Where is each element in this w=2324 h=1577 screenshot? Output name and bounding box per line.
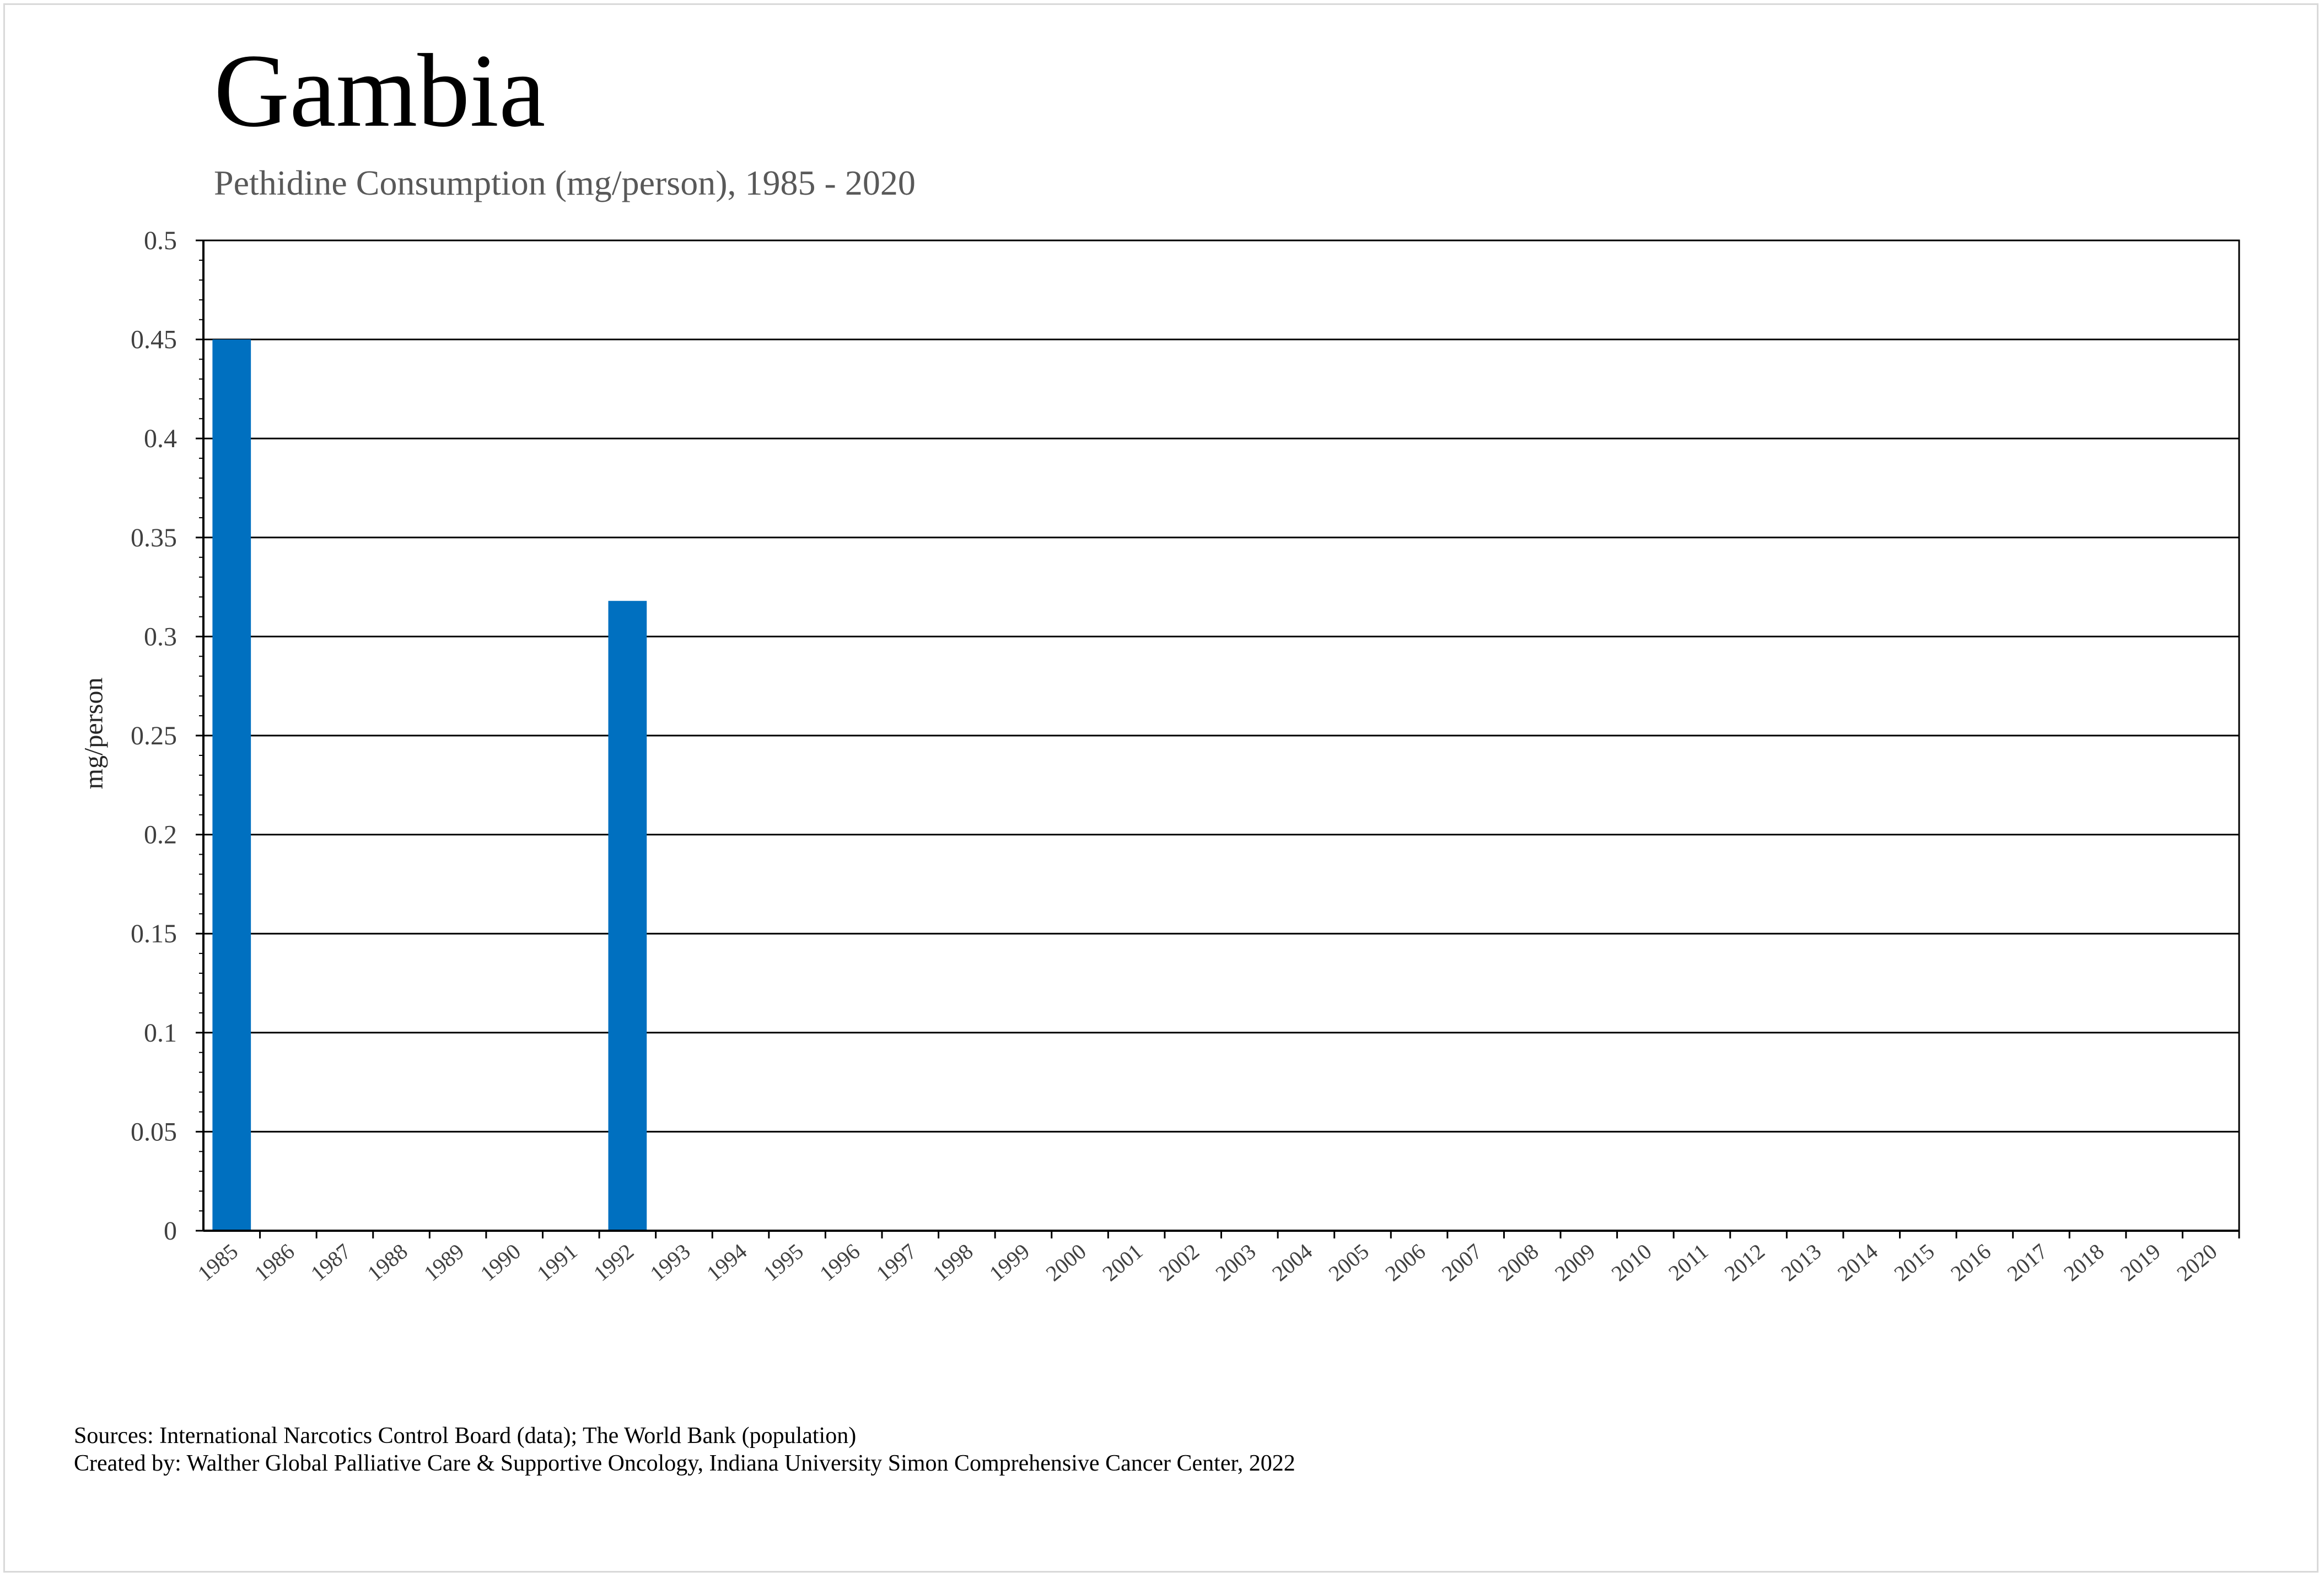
x-tick-label: 2013 [1776,1238,1826,1286]
x-tick-label: 2004 [1267,1238,1317,1286]
x-tick-label: 1999 [985,1238,1034,1286]
y-tick-label: 0.5 [144,226,177,255]
x-tick-label: 1989 [419,1238,469,1286]
footer-created-by: Created by: Walther Global Palliative Ca… [74,1451,1295,1476]
x-tick-label: 2018 [2059,1238,2108,1286]
x-tick-label: 2012 [1720,1238,1769,1286]
x-tick-label: 2002 [1154,1238,1204,1286]
x-tick-label: 2014 [1833,1238,1882,1286]
x-tick-label: 2016 [1946,1238,1995,1286]
x-tick-label: 2005 [1324,1238,1374,1286]
y-tick-label: 0.3 [144,622,177,651]
x-tick-label: 2019 [2116,1238,2165,1286]
x-tick-label: 1998 [928,1238,977,1286]
x-tick-label: 1987 [306,1238,356,1286]
x-tick-label: 2007 [1437,1238,1487,1286]
x-tick-label: 1994 [702,1238,751,1286]
y-tick-label: 0.45 [131,325,177,355]
y-tick-label: 0.35 [131,523,177,553]
x-tick-label: 2010 [1606,1238,1656,1286]
y-tick-label: 0.2 [144,820,177,850]
footer-sources: Sources: International Narcotics Control… [74,1423,857,1449]
x-tick-label: 2009 [1550,1238,1600,1286]
x-tick-label: 1992 [589,1238,638,1286]
x-tick-label: 2017 [2003,1238,2052,1286]
bar-1985 [212,339,251,1231]
x-tick-label: 1986 [249,1238,299,1286]
y-tick-label: 0 [164,1216,177,1246]
x-tick-label: 2001 [1098,1238,1147,1286]
bar-1992 [608,600,647,1231]
chart-subtitle: Pethidine Consumption (mg/person), 1985 … [214,163,916,202]
x-tick-label: 1995 [758,1238,808,1286]
chart-frame [3,3,2318,1573]
x-tick-label: 2006 [1380,1238,1430,1286]
x-tick-label: 1990 [476,1238,525,1286]
x-tick-label: 1991 [532,1238,582,1286]
y-tick-label: 0.4 [144,424,177,453]
y-tick-label: 0.05 [131,1117,177,1146]
x-tick-label: 2011 [1664,1238,1713,1285]
chart-title: Gambia [214,33,546,149]
y-tick-label: 0.1 [144,1018,177,1048]
x-tick-label: 1996 [815,1238,864,1286]
y-tick-label: 0.15 [131,919,177,948]
x-tick-label: 1997 [872,1238,921,1286]
x-tick-label: 2020 [2172,1238,2221,1286]
x-tick-label: 2000 [1041,1238,1091,1286]
x-tick-label: 2008 [1493,1238,1543,1286]
x-tick-label: 2015 [1889,1238,1939,1286]
x-tick-label: 2003 [1211,1238,1260,1286]
x-tick-label: 1985 [193,1238,243,1286]
x-tick-label: 1988 [363,1238,412,1286]
x-tick-label: 1993 [645,1238,695,1286]
y-tick-label: 0.25 [131,721,177,750]
